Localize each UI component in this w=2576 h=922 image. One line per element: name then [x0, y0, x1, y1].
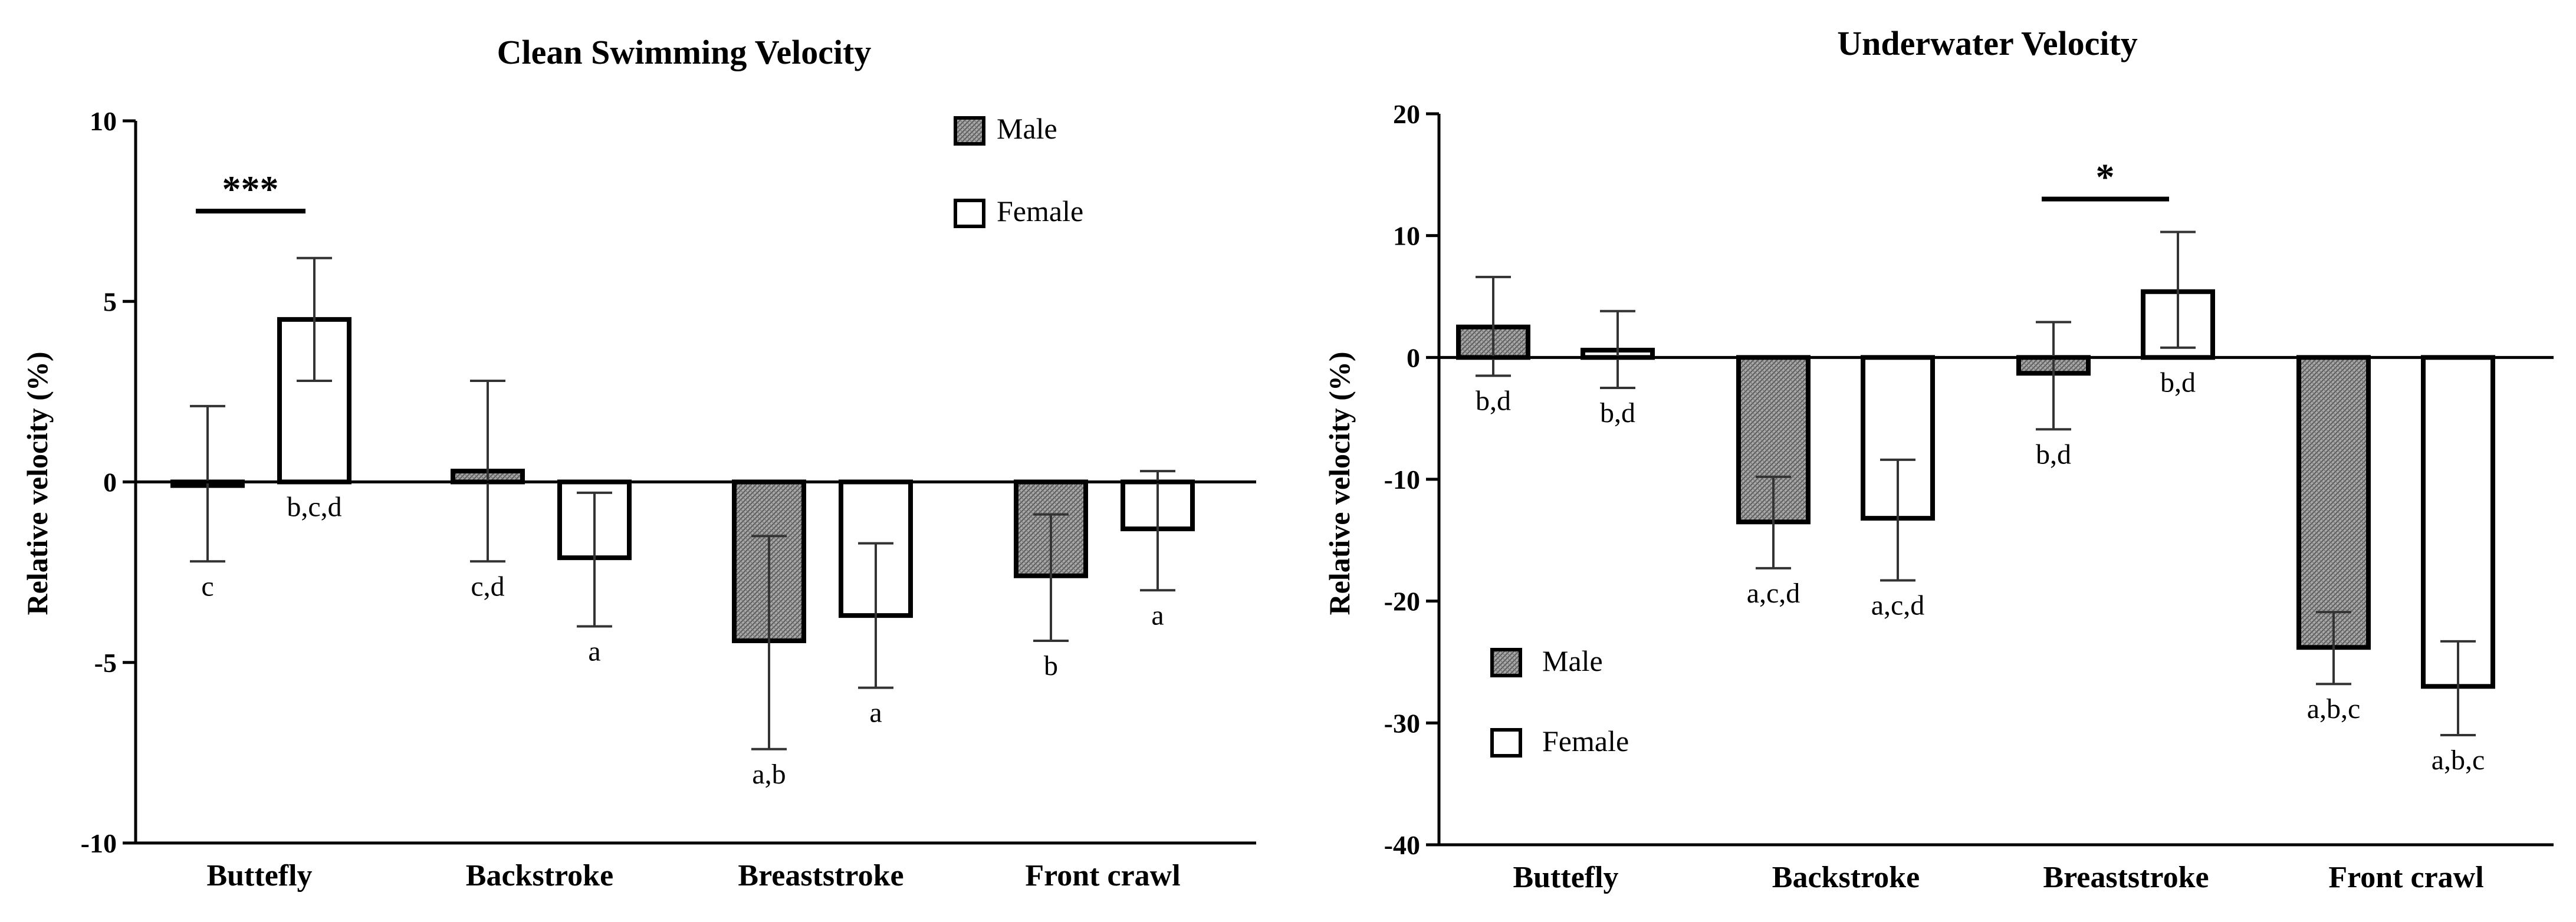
bar-male: [2296, 355, 2371, 650]
legend-label-female: Female: [997, 195, 1083, 228]
y-axis-label: Relative velocity (%): [21, 351, 54, 615]
x-category-label: Breaststroke: [2043, 861, 2209, 894]
y-tick-label: 5: [103, 287, 117, 317]
x-category-label: Backstroke: [1772, 861, 1920, 894]
x-category-label: Breaststroke: [738, 859, 903, 893]
y-tick-label: -10: [1384, 465, 1420, 495]
y-tick-label: -5: [94, 648, 117, 678]
significance-letters: b: [1044, 650, 1058, 681]
significance-letters: b,d: [2036, 439, 2071, 470]
significance-letters: b,d: [1476, 385, 1511, 416]
y-tick-label: 0: [103, 467, 117, 498]
legend-swatch-female: [1490, 728, 1522, 758]
significance-letters: b,d: [2160, 367, 2196, 398]
x-category-label: Buttefly: [206, 859, 312, 893]
y-tick-label: -30: [1384, 708, 1420, 738]
significance-letters: a: [588, 636, 600, 667]
significance-letters: a,b,c: [2307, 693, 2361, 725]
y-axis-label: Relative velocity (%): [1323, 351, 1356, 615]
significance-stars: *: [2096, 156, 2115, 198]
legend-label-female: Female: [1542, 725, 1629, 758]
significance-stars: ***: [222, 168, 279, 210]
significance-letters: a,c,d: [1871, 590, 1925, 621]
legend-label-male: Male: [997, 112, 1057, 145]
y-tick-label: -20: [1384, 587, 1420, 617]
y-tick-label: 0: [1407, 343, 1420, 373]
significance-letters: b,d: [1600, 397, 1635, 429]
y-tick-label: 20: [1393, 99, 1420, 129]
significance-letters: a,b: [752, 759, 786, 790]
y-tick-label: -40: [1384, 830, 1420, 860]
x-category-label: Backstroke: [466, 859, 613, 893]
chart-title: Clean Swimming Velocity: [497, 33, 872, 71]
significance-letters: a: [1151, 600, 1164, 631]
chart-title: Underwater Velocity: [1837, 24, 2138, 62]
legend-label-male: Male: [1542, 644, 1603, 677]
legend-swatch-male: [954, 116, 985, 146]
x-category-label: Front crawl: [2328, 861, 2483, 894]
legend-swatch-male: [1490, 648, 1522, 677]
y-tick-label: -10: [81, 828, 117, 858]
chart-clean-swimming-velocity: Clean Swimming Velocity 10 5 0 -5 -10 Relative…: [21, 33, 1256, 893]
chart-underwater-velocity: Underwater Velocity 20 10 0 -10 -20 -30 -40 Rela…: [1323, 24, 2554, 894]
legend-swatch-female: [954, 199, 985, 228]
x-category-label: Buttefly: [1513, 861, 1618, 894]
significance-letters: b,c,d: [287, 492, 341, 523]
significance-letters: a: [869, 697, 882, 729]
x-category-label: Front crawl: [1025, 859, 1180, 893]
significance-letters: c: [201, 571, 213, 602]
bar-female: [2421, 355, 2495, 689]
significance-letters: c,d: [471, 571, 504, 602]
significance-letters: a,c,d: [1747, 578, 1800, 609]
significance-letters: a,b,c: [2432, 745, 2485, 776]
y-tick-label: 10: [90, 106, 117, 136]
y-tick-label: 10: [1393, 221, 1420, 251]
